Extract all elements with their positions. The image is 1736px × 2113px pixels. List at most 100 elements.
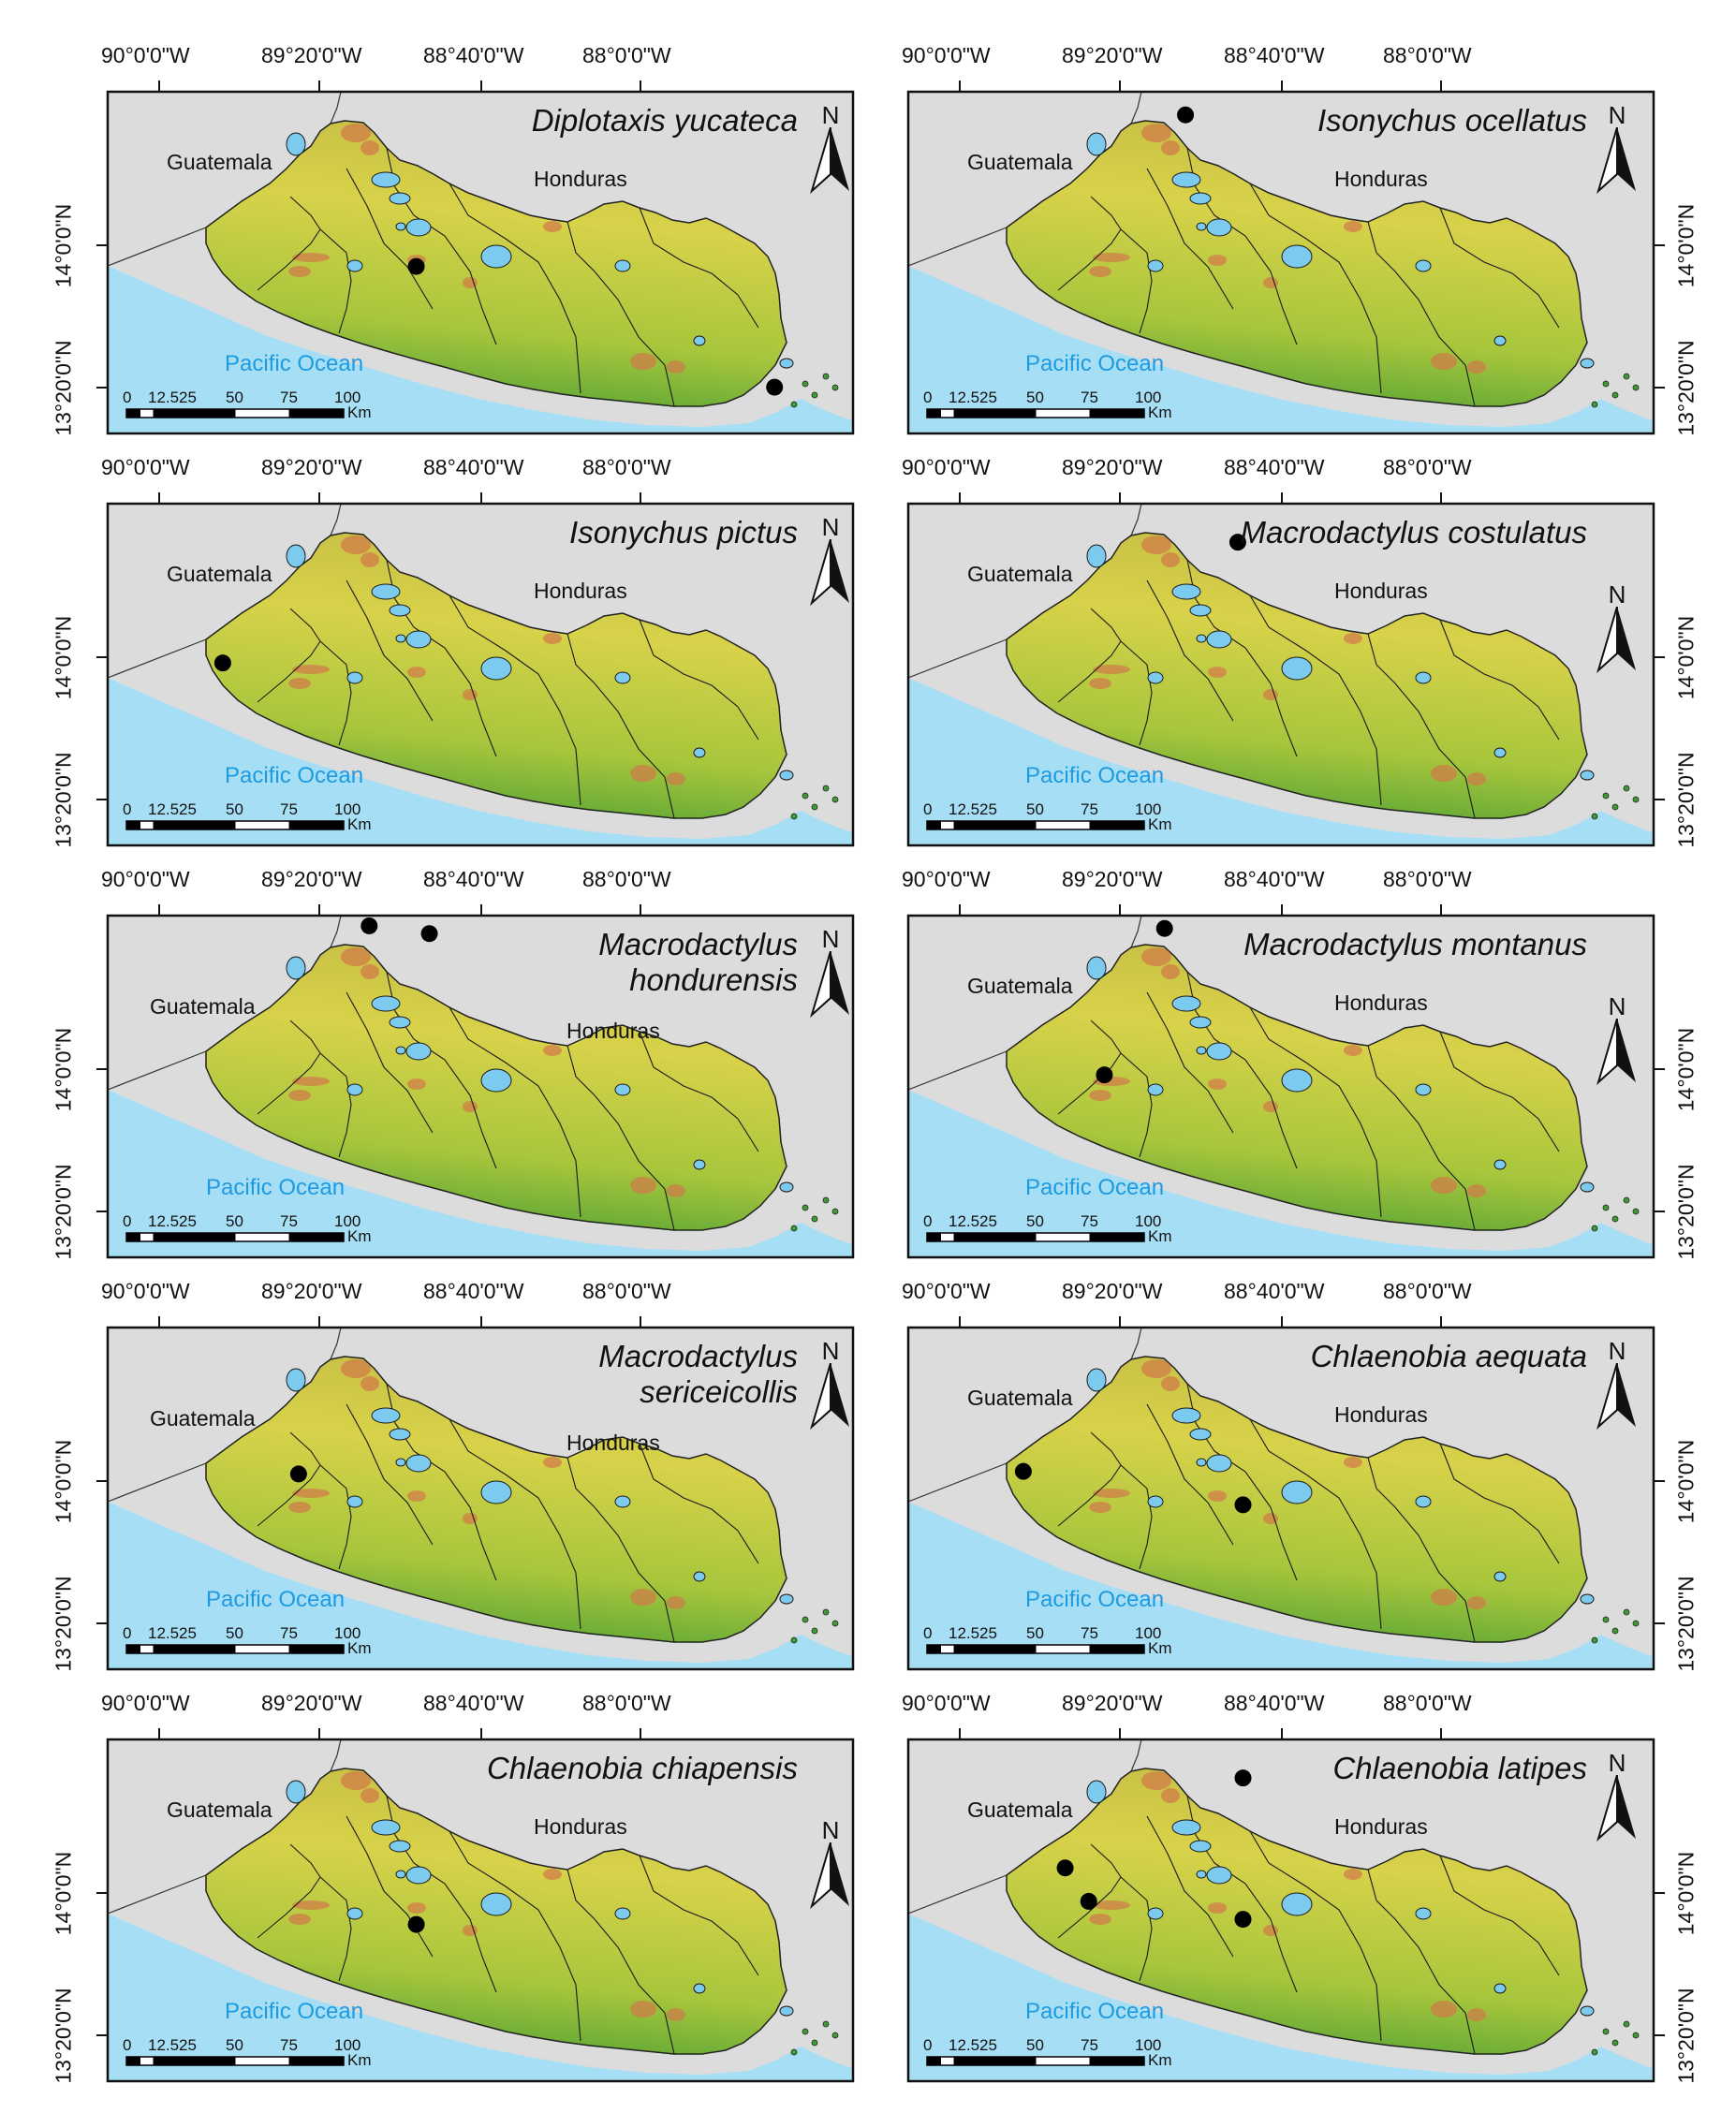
lake <box>1171 1819 1201 1836</box>
scale-bar <box>926 2056 1145 2066</box>
lake <box>1415 1495 1432 1508</box>
record-point <box>1014 1462 1032 1480</box>
scale-bar-label: 100 <box>334 1212 361 1230</box>
longitude-tick-label: 88°0'0"W <box>1383 1279 1472 1303</box>
longitude-tick-label: 89°20'0"W <box>1062 1691 1163 1715</box>
lake <box>1580 1181 1595 1193</box>
lake <box>480 244 512 269</box>
longitude-tick-label: 88°0'0"W <box>582 1279 671 1303</box>
ocean-label: Pacific Ocean <box>1025 1587 1165 1612</box>
lake <box>1281 244 1313 269</box>
scale-bar-label: 50 <box>226 389 243 406</box>
scale-bar-label: 75 <box>1081 800 1098 818</box>
country-label-guatemala: Guatemala <box>167 150 272 174</box>
north-arrow-icon: N <box>810 1816 851 1910</box>
lake <box>371 171 401 188</box>
species-name-line: Isonychus pictus <box>569 515 798 550</box>
country-label-honduras: Honduras <box>566 1431 660 1455</box>
scale-bar-unit: Km <box>1148 2051 1172 2069</box>
north-arrow-icon: N <box>1596 580 1638 674</box>
longitude-tick-label: 88°40'0"W <box>423 1691 524 1715</box>
scale-bar-label: 12.5 <box>148 1624 180 1642</box>
species-name: Isonychus ocellatus <box>1317 103 1587 139</box>
lake <box>779 770 794 781</box>
north-arrow-letter: N <box>1608 1337 1626 1365</box>
scale-bar-unit: Km <box>347 2051 372 2069</box>
scale-bar-unit: Km <box>347 1227 372 1245</box>
longitude-tick-label: 89°20'0"W <box>261 1279 362 1303</box>
north-arrow-letter: N <box>821 1337 840 1365</box>
scale-bar-label: 100 <box>1135 2036 1162 2054</box>
pacific-ocean-area <box>108 678 853 845</box>
map-panel: 90°0'0"W 89°20'0"W 88°40'0"W 88°0'0"W 14°0'0… <box>51 1676 895 2090</box>
record-point <box>420 925 438 943</box>
record-point <box>766 378 784 396</box>
latitude-tick-label: 14°0'0"N <box>1673 615 1699 700</box>
scale-bar-label: 50 <box>1026 800 1044 818</box>
lake <box>693 747 706 758</box>
longitude-tick-label: 89°20'0"W <box>261 455 362 479</box>
north-arrow-letter: N <box>1608 992 1626 1020</box>
lake <box>1189 1840 1212 1853</box>
species-name-line: sericeicollis <box>640 1374 798 1409</box>
map-panel: 90°0'0"W 89°20'0"W 88°40'0"W 88°0'0"W 14°0'0… <box>51 852 895 1266</box>
longitude-tick-label: 89°20'0"W <box>1062 867 1163 891</box>
lake <box>405 1042 432 1061</box>
latitude-tick-label: 13°20'0"N <box>1673 1576 1699 1672</box>
lake <box>405 218 432 237</box>
species-name-line: Macrodactylus montanus <box>1243 927 1587 961</box>
lake <box>614 1083 631 1096</box>
scale-bar <box>926 1232 1145 1242</box>
lake <box>1206 1866 1232 1885</box>
longitude-tick-label: 90°0'0"W <box>902 1691 991 1715</box>
lake <box>1281 1480 1313 1504</box>
map-frame <box>906 81 1665 435</box>
lake <box>693 335 706 346</box>
longitude-tick-label: 88°0'0"W <box>1383 455 1472 479</box>
lake <box>389 1840 411 1853</box>
lake <box>1580 1593 1595 1605</box>
lake <box>1147 259 1164 272</box>
lake <box>389 1428 411 1441</box>
lake <box>1196 1458 1207 1467</box>
country-label-guatemala: Guatemala <box>967 562 1073 586</box>
scale-bar <box>926 1644 1145 1654</box>
longitude-tick-label: 90°0'0"W <box>902 1279 991 1303</box>
lake <box>395 1046 406 1055</box>
latitude-tick-label: 14°0'0"N <box>51 615 76 700</box>
scale-bar-label: 25 <box>979 800 997 818</box>
scale-bar-label: 25 <box>179 1624 197 1642</box>
record-point <box>1056 1859 1074 1877</box>
ocean-label: Pacific Ocean <box>1025 1999 1165 2024</box>
lake <box>1580 2005 1595 2017</box>
lake <box>614 1495 631 1508</box>
scale-bar-label: 100 <box>334 800 361 818</box>
lake <box>1147 1495 1164 1508</box>
record-point <box>1177 106 1195 124</box>
lake <box>286 1780 306 1804</box>
scale-bar <box>926 408 1145 418</box>
lake <box>1493 747 1507 758</box>
latitude-tick-label: 14°0'0"N <box>51 1439 76 1524</box>
longitude-tick-label: 90°0'0"W <box>902 43 991 67</box>
lake <box>1493 1159 1507 1170</box>
scale-bar <box>125 1644 345 1654</box>
scale-bar-label: 50 <box>1026 389 1044 406</box>
map-panel: 90°0'0"W 89°20'0"W 88°40'0"W 88°0'0"W 14°0'0… <box>51 1264 895 1678</box>
latitude-tick-label: 13°20'0"N <box>51 1164 76 1260</box>
longitude-tick-label: 88°40'0"W <box>1224 455 1325 479</box>
country-label-honduras: Honduras <box>1334 990 1428 1015</box>
longitude-tick-label: 89°20'0"W <box>1062 455 1163 479</box>
species-name: Macrodactylus sericeicollis <box>598 1339 798 1410</box>
north-arrow-icon: N <box>1596 101 1638 195</box>
lake <box>389 1016 411 1029</box>
longitude-tick-label: 88°40'0"W <box>423 455 524 479</box>
lake <box>389 604 411 617</box>
longitude-tick-label: 90°0'0"W <box>902 455 991 479</box>
longitude-tick-label: 88°40'0"W <box>423 867 524 891</box>
scale-bar-label: 12.5 <box>148 389 180 406</box>
scale-bar-unit: Km <box>347 404 372 421</box>
record-point <box>289 1465 307 1483</box>
record-point <box>407 257 425 275</box>
